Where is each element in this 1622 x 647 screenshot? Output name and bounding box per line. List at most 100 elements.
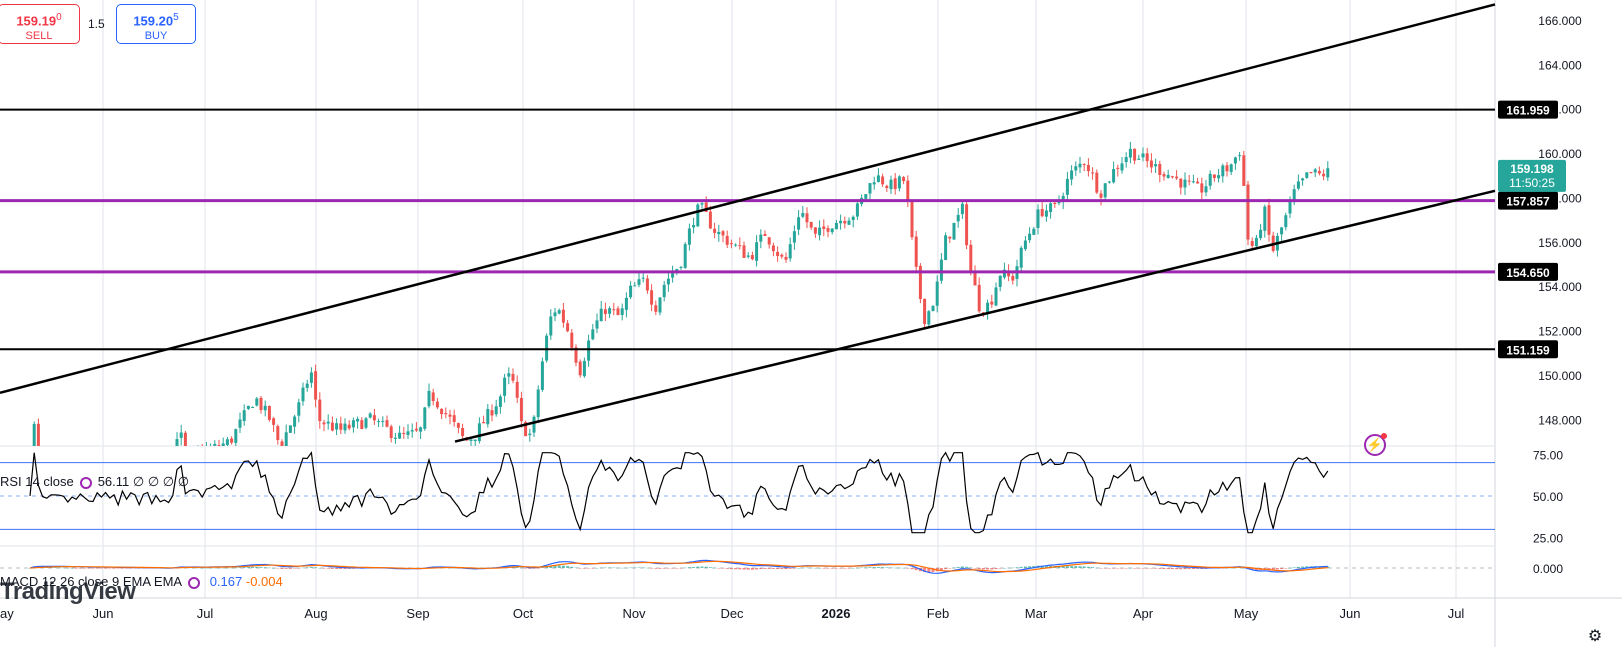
candle-body xyxy=(402,433,406,435)
candle-body xyxy=(897,176,901,189)
macd-histogram-bar xyxy=(213,567,217,569)
macd-histogram-bar xyxy=(1011,567,1015,569)
macd-histogram-bar xyxy=(939,568,943,571)
candle-body xyxy=(1250,241,1254,246)
time-tick-label: Jul xyxy=(197,606,214,621)
time-tick-label: Nov xyxy=(622,606,646,621)
macd-histogram-bar xyxy=(1116,568,1120,569)
candle-body xyxy=(1154,164,1158,167)
candle-body xyxy=(183,432,187,446)
macd-histogram-bar xyxy=(973,568,977,569)
candle-body xyxy=(574,347,578,363)
settings-gear-icon[interactable] xyxy=(188,577,201,589)
candle-body xyxy=(280,441,284,446)
macd-histogram-bar xyxy=(608,567,612,569)
candle-body xyxy=(188,452,191,456)
price-tick-label: 160.000 xyxy=(1538,147,1582,161)
candle-body xyxy=(511,373,515,381)
macd-histogram-bar xyxy=(570,566,574,568)
candle-body xyxy=(347,424,351,429)
level-price-tag xyxy=(1498,100,1558,119)
macd-histogram-bar xyxy=(763,568,767,569)
candle-body xyxy=(813,227,817,234)
macd-histogram-bar xyxy=(981,568,985,570)
macd-histogram-bar xyxy=(1305,566,1309,568)
macd-histogram-bar xyxy=(612,567,616,569)
candle-body xyxy=(36,423,40,446)
macd-histogram-bar xyxy=(326,568,330,569)
macd-histogram-bar xyxy=(288,568,292,569)
candle-body xyxy=(1225,165,1229,172)
candle-body xyxy=(330,422,334,431)
macd-legend[interactable]: MACD 12 26 close 9 EMA EMA 0.167 -0.004 xyxy=(0,574,283,589)
lightning-icon[interactable]: ⚡ xyxy=(1364,433,1387,456)
candle-body xyxy=(1137,158,1141,160)
macd-histogram-bar xyxy=(1099,568,1103,569)
macd-histogram-bar xyxy=(881,567,885,568)
macd-histogram-bar xyxy=(738,568,742,570)
candle-body xyxy=(1032,228,1036,235)
settings-gear-icon[interactable] xyxy=(79,477,92,489)
settings-icon[interactable]: ⚙ xyxy=(1587,628,1603,645)
candle-body xyxy=(767,237,771,245)
macd-histogram-bar xyxy=(519,567,523,569)
macd-histogram-bar xyxy=(893,567,897,569)
macd-histogram-bar xyxy=(1250,568,1254,570)
candle-body xyxy=(452,415,456,422)
macd-histogram-bar xyxy=(1288,567,1292,569)
candle-body xyxy=(704,202,708,212)
candle-body xyxy=(297,402,301,416)
macd-histogram-bar xyxy=(549,565,553,568)
sell-button[interactable]: 159.190 SELL xyxy=(0,4,80,44)
macd-histogram-bar xyxy=(902,567,906,569)
macd-histogram-bar xyxy=(868,567,872,568)
macd-histogram-bar xyxy=(675,568,679,569)
macd-histogram-bar xyxy=(855,567,859,569)
candle-body xyxy=(393,437,397,439)
candle-body xyxy=(246,405,250,409)
candle-body xyxy=(1061,195,1065,202)
macd-histogram-bar xyxy=(956,566,960,568)
buy-button[interactable]: 159.205 BUY xyxy=(116,4,196,44)
candle-body xyxy=(364,418,368,428)
candle-body xyxy=(301,387,305,402)
candle-body xyxy=(969,244,973,272)
macd-histogram-bar xyxy=(755,568,759,570)
macd-histogram-bar xyxy=(133,568,137,569)
macd-histogram-bar xyxy=(923,568,927,573)
candle-body xyxy=(234,429,238,443)
macd-histogram-bar xyxy=(255,566,259,568)
level-price-label: 157.857 xyxy=(1506,195,1550,209)
rsi-legend[interactable]: RSI 14 close 56.11 ∅ ∅ ∅ ∅ xyxy=(0,474,189,490)
time-tick-label: Aug xyxy=(304,606,327,621)
macd-histogram-bar xyxy=(267,567,271,569)
time-tick-label: Dec xyxy=(720,606,744,621)
time-tick-label: Feb xyxy=(927,606,949,621)
macd-histogram-bar xyxy=(545,566,549,568)
candle-body xyxy=(1170,176,1174,178)
macd-histogram-bar xyxy=(1145,568,1149,569)
candle-body xyxy=(1309,172,1313,174)
time-tick-label: Jun xyxy=(1340,606,1361,621)
candle-body xyxy=(134,459,137,460)
time-tick-label: May xyxy=(1234,606,1259,621)
candle-body xyxy=(360,420,364,430)
macd-histogram-bar xyxy=(536,568,540,569)
candle-body xyxy=(881,176,885,185)
candle-body xyxy=(641,277,645,279)
candle-body xyxy=(482,421,486,424)
candle-body xyxy=(956,214,960,222)
last-price-tag xyxy=(1498,159,1566,192)
candle-body xyxy=(1166,174,1170,179)
signal-legend-value: -0.004 xyxy=(245,574,283,589)
candle-body xyxy=(104,458,107,462)
macd-histogram-bar xyxy=(1095,567,1099,569)
macd-histogram-bar xyxy=(1221,568,1225,569)
candle-body xyxy=(755,242,759,261)
candle-body xyxy=(1183,179,1187,188)
candle-body xyxy=(54,458,57,459)
candle-body xyxy=(1221,165,1225,177)
candle-body xyxy=(788,244,792,259)
